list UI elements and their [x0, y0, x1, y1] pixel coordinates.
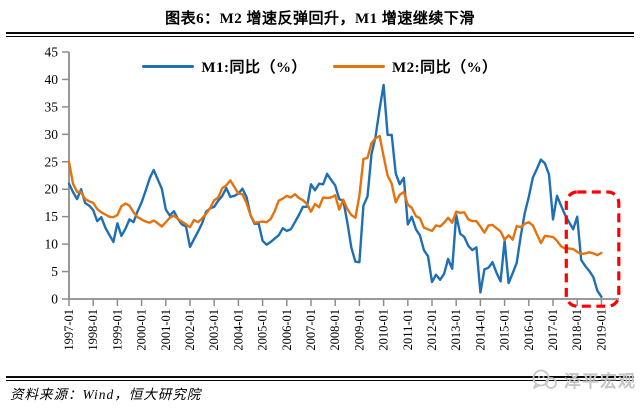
footer-divider [6, 376, 634, 381]
m2-line-swatch [333, 64, 385, 69]
x-tick-label: 2018-01 [570, 309, 584, 351]
y-tick-label: 45 [45, 45, 59, 60]
x-tick-label: 1999-01 [110, 309, 124, 351]
watermark-text: 泽平宏观 [564, 372, 636, 391]
y-tick-label: 25 [45, 154, 59, 169]
zeping-macro-logo-icon [532, 369, 557, 389]
x-tick-label: 2010-01 [377, 309, 391, 351]
source-note: 资料来源：Wind，恒大研究院 [10, 387, 202, 402]
x-tick-label: 2019-01 [594, 309, 608, 351]
legend-item-m2: M2:同比（%） [333, 56, 498, 77]
y-tick-label: 10 [45, 237, 59, 252]
x-tick-label: 2011-01 [401, 309, 415, 350]
y-tick-label: 20 [45, 182, 59, 197]
y-tick-label: 35 [45, 99, 59, 114]
m1-line-swatch [142, 64, 195, 69]
x-tick-label: 2004-01 [231, 309, 245, 351]
x-tick-label: 2009-01 [352, 309, 366, 351]
y-tick-label: 0 [51, 292, 58, 307]
title-divider [6, 32, 634, 37]
y-tick-label: 40 [45, 72, 59, 87]
y-tick-label: 30 [45, 127, 59, 142]
page-title: 图表6：M2 增速反弹回升，M1 增速继续下滑 [165, 11, 475, 27]
y-tick-label: 15 [45, 209, 59, 224]
x-tick-label: 2016-01 [522, 309, 536, 351]
x-tick-label: 2014-01 [473, 309, 487, 351]
legend-label-m2: M2:同比（%） [392, 60, 498, 76]
x-tick-label: 2000-01 [135, 309, 149, 351]
x-tick-label: 2015-01 [498, 309, 512, 351]
x-tick-label: 2006-01 [280, 309, 294, 351]
highlight-dashed-box [564, 190, 621, 308]
x-tick-label: 2002-01 [183, 309, 197, 351]
x-tick-label: 2003-01 [207, 309, 221, 351]
legend-label-m1: M1:同比（%） [201, 60, 307, 76]
x-tick-label: 2008-01 [328, 309, 342, 351]
x-tick-label: 2007-01 [304, 309, 318, 351]
x-tick-label: 2013-01 [449, 309, 463, 351]
x-tick-label: 2017-01 [546, 309, 560, 351]
x-tick-label: 1998-01 [86, 309, 100, 351]
m1-series-line [67, 83, 603, 298]
m2-series-line [67, 134, 603, 257]
x-tick-label: 2012-01 [425, 309, 439, 351]
watermark: 泽平宏观 [530, 367, 636, 392]
x-tick-label: 2001-01 [159, 309, 173, 351]
x-tick-label: 1997-01 [62, 309, 76, 351]
x-tick-label: 2005-01 [256, 309, 270, 351]
y-tick-label: 5 [51, 264, 58, 279]
chart-legend: M1:同比（%） M2:同比（%） [0, 56, 640, 77]
legend-item-m1: M1:同比（%） [142, 56, 307, 77]
